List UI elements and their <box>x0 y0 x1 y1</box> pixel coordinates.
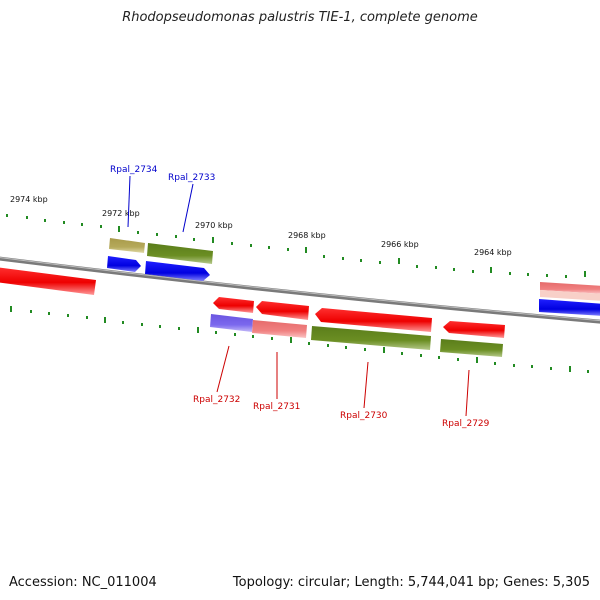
scale-label: 2970 kbp <box>195 221 233 230</box>
gene-label-rpal-2731[interactable]: Rpal_2731 <box>253 402 300 412</box>
genome-summary-text: Topology: circular; Length: 5,744,041 bp… <box>232 575 590 590</box>
genome-title: Rhodopseudomonas palustris TIE-1, comple… <box>122 10 478 25</box>
gene-right-edge-stack[interactable] <box>539 282 600 316</box>
leader-line <box>182 183 194 233</box>
gene-label-rpal-2733[interactable]: Rpal_2733 <box>168 173 215 183</box>
gene-red-left-edge[interactable] <box>0 267 96 295</box>
gene-blue-arrow-2[interactable] <box>145 261 210 281</box>
gene-label-rpal-2729[interactable]: Rpal_2729 <box>442 419 490 429</box>
gene-rpal-2730-arrow[interactable] <box>315 308 432 332</box>
outer-scale-ticks <box>6 214 586 278</box>
gene-label-rpal-2734[interactable]: Rpal_2734 <box>110 165 158 175</box>
gene-rpal-2732[interactable] <box>210 314 253 332</box>
gene-label-rpal-2730[interactable]: Rpal_2730 <box>340 411 388 421</box>
gene-rpal-2734[interactable] <box>109 238 145 253</box>
scale-label: 2966 kbp <box>381 240 419 249</box>
gene-red-arrow-small[interactable] <box>213 297 254 313</box>
gene-rpal-2729[interactable] <box>440 339 503 357</box>
leader-line <box>363 361 369 409</box>
gene-rpal-2730[interactable] <box>311 326 431 350</box>
leader-line <box>216 345 230 393</box>
accession-text: Accession: NC_011004 <box>9 575 157 590</box>
gene-label-rpal-2732[interactable]: Rpal_2732 <box>193 395 240 405</box>
leader-line <box>465 369 470 417</box>
scale-label: 2968 kbp <box>288 231 326 240</box>
gene-rpal-2733[interactable] <box>147 243 213 264</box>
gene-rpal-2731[interactable] <box>252 320 307 338</box>
inner-scale-ticks <box>10 306 589 373</box>
gene-red-arrow-2[interactable] <box>256 301 309 320</box>
leader-line <box>127 175 131 228</box>
scale-label: 2974 kbp <box>10 195 48 204</box>
scale-label: 2964 kbp <box>474 248 512 257</box>
genome-backbone <box>0 256 600 324</box>
scale-label: 2972 kbp <box>102 209 140 218</box>
gene-red-arrow-4[interactable] <box>443 321 505 338</box>
gene-blue-arrow-1[interactable] <box>107 256 141 272</box>
